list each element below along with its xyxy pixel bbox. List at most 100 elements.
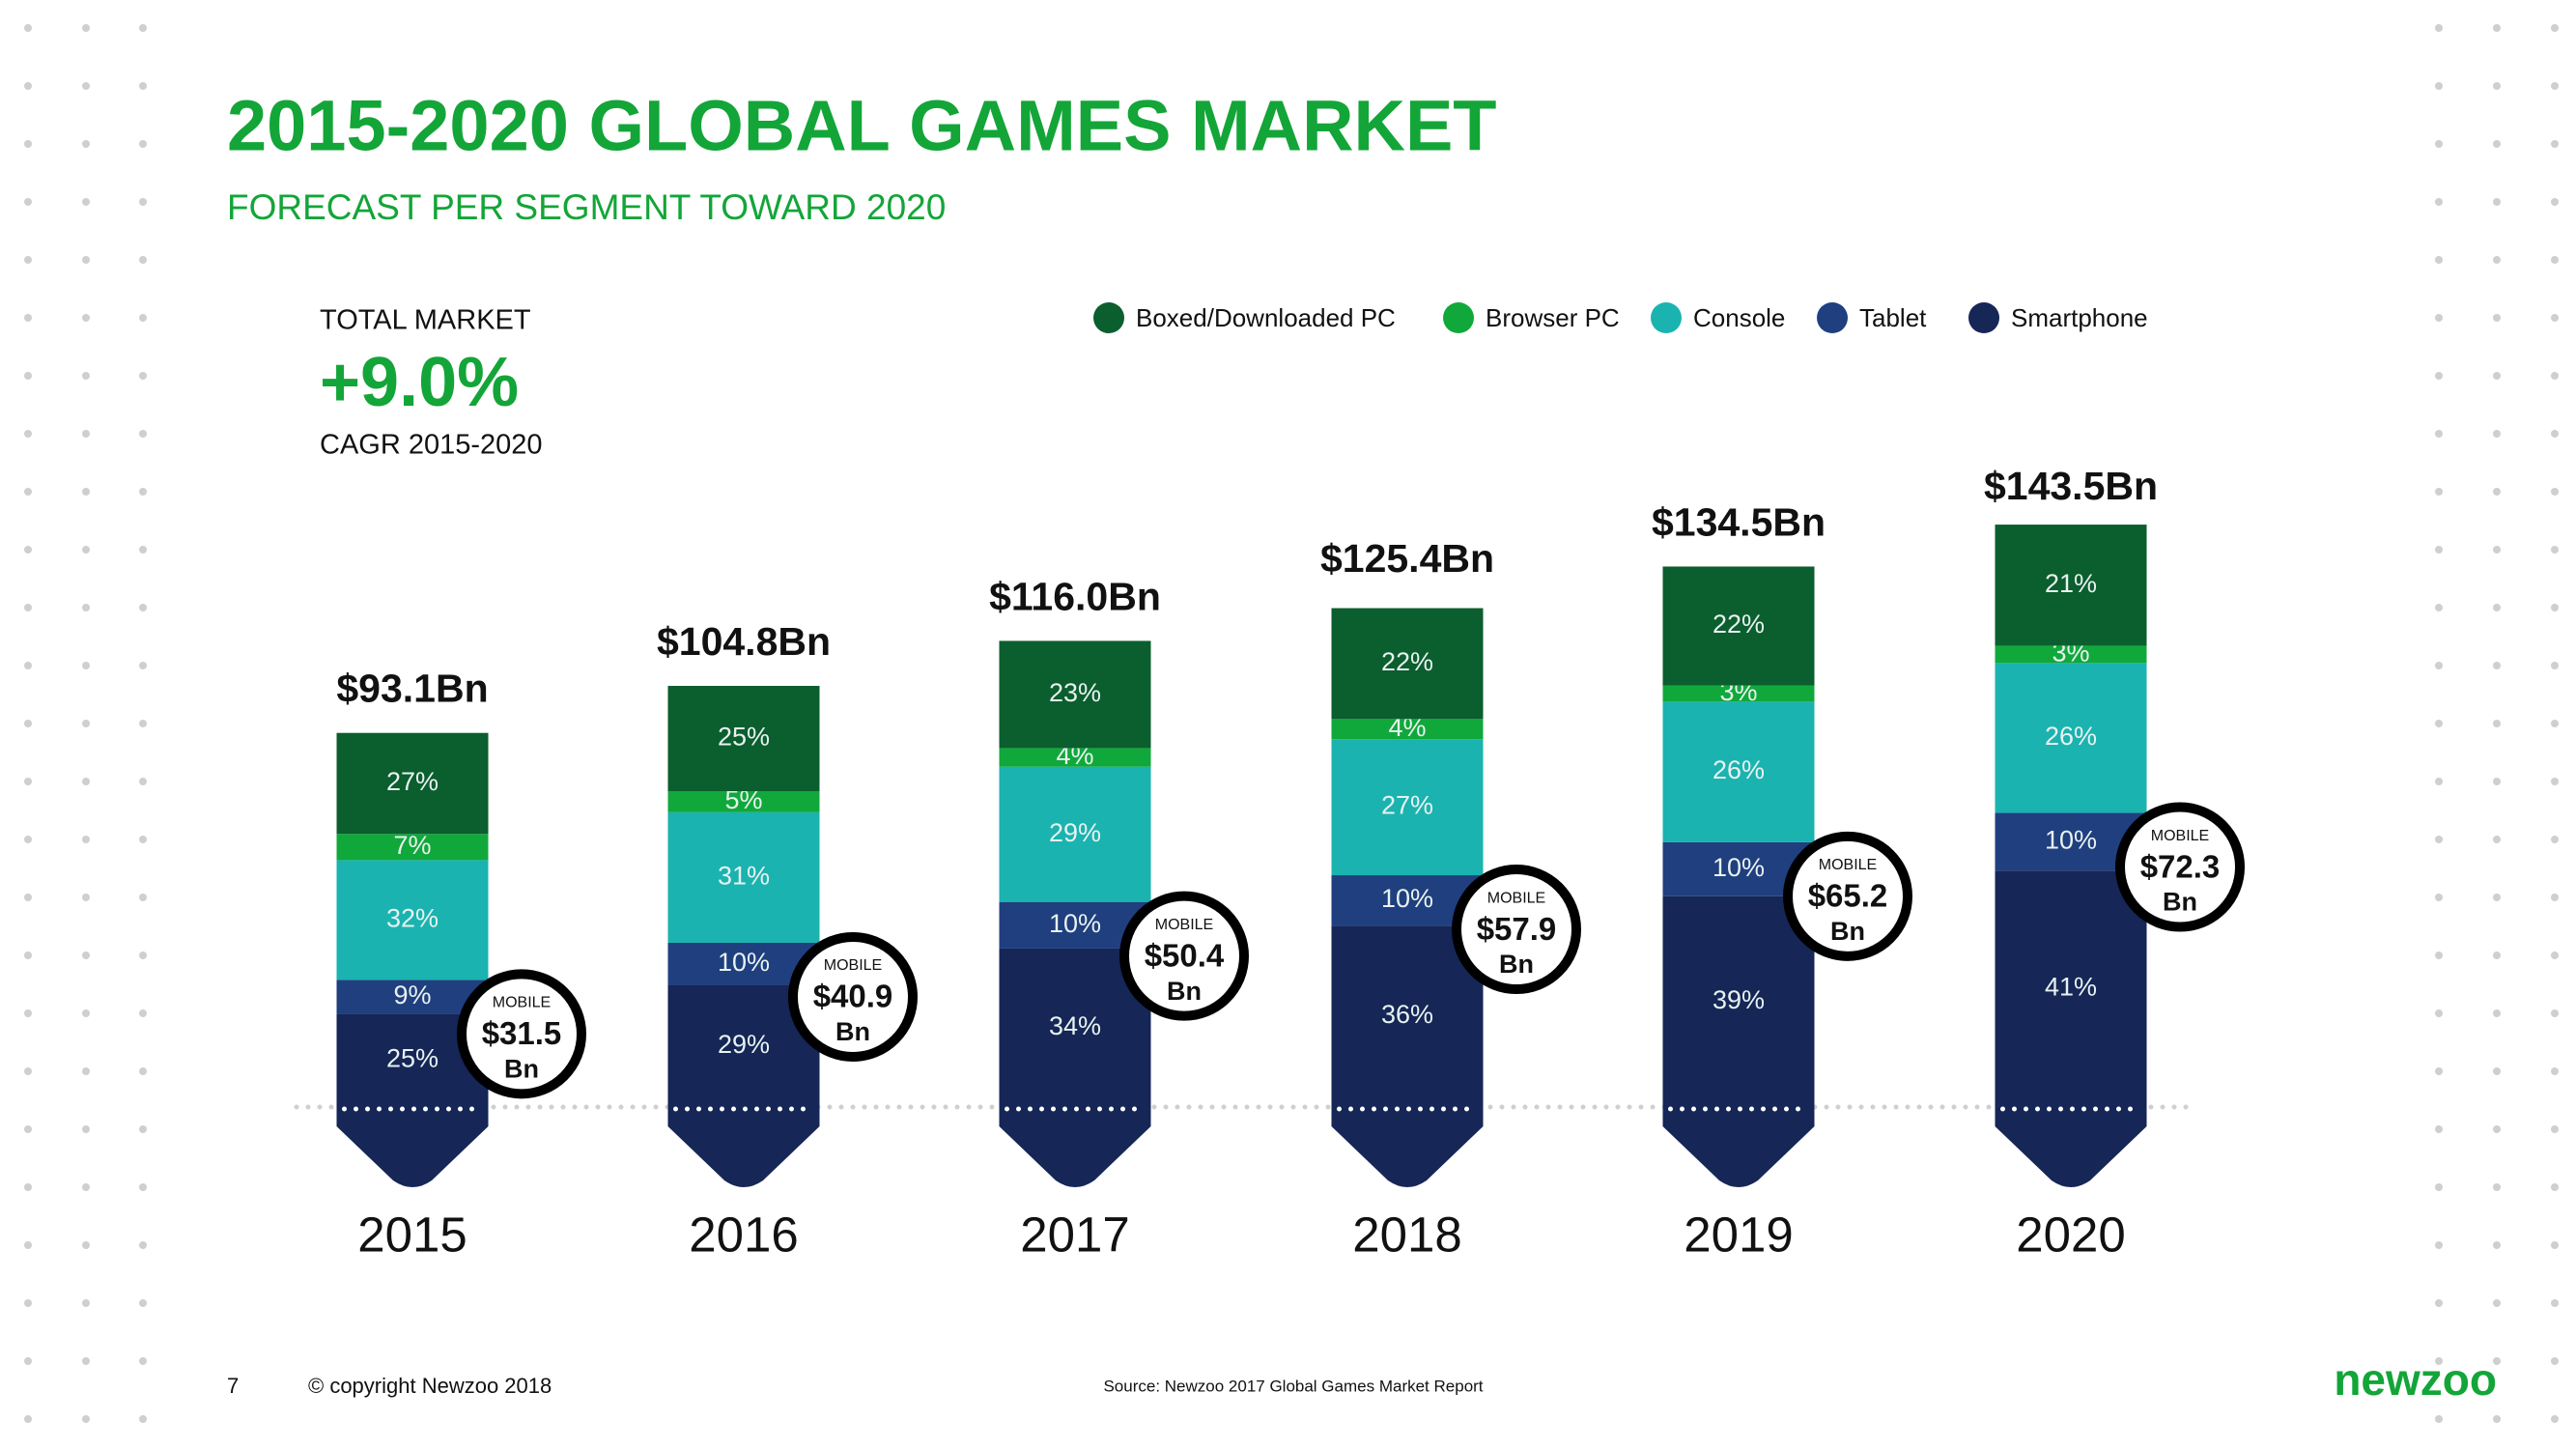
dot (2551, 140, 2559, 148)
dot (82, 1125, 90, 1133)
value-label: 41% (2045, 973, 2097, 1002)
dot (2493, 256, 2501, 264)
value-label: 23% (1049, 678, 1101, 707)
chevron (999, 1107, 1151, 1187)
dot (2435, 604, 2443, 611)
bar-segment (667, 811, 820, 943)
kpi-label: TOTAL MARKET (320, 305, 531, 336)
dot (2493, 662, 2501, 669)
dot (139, 372, 147, 380)
dot (2493, 894, 2501, 901)
dot (2551, 372, 2559, 380)
total-label: $93.1Bn (336, 667, 488, 711)
dot (2435, 1183, 2443, 1191)
dot (2493, 546, 2501, 554)
dot (24, 1183, 32, 1191)
dot (2435, 952, 2443, 959)
dot (24, 488, 32, 496)
value-label: 25% (718, 723, 770, 752)
dot (139, 430, 147, 438)
dot (24, 546, 32, 554)
dot (24, 1357, 32, 1365)
bar-segment (1331, 739, 1484, 876)
dot (139, 140, 147, 148)
dot (2435, 1357, 2443, 1365)
total-label: $134.5Bn (1652, 499, 1826, 544)
mobile-value: $57.9 (1477, 911, 1557, 947)
value-label: 36% (1381, 1000, 1433, 1029)
dot (2435, 894, 2443, 901)
total-label: $125.4Bn (1320, 536, 1494, 581)
mobile-value: $50.4 (1145, 937, 1225, 973)
dot (2493, 1183, 2501, 1191)
dot (2493, 1299, 2501, 1307)
dot (24, 140, 32, 148)
dot (2493, 1241, 2501, 1249)
dot (2435, 198, 2443, 206)
bar-segment (999, 748, 1151, 767)
dot (82, 836, 90, 843)
value-label: 10% (718, 948, 770, 977)
x-tick-label: 2016 (689, 1207, 798, 1262)
legend-label: Browser PC (1486, 303, 1620, 332)
dot (82, 1299, 90, 1307)
dot (2493, 1357, 2501, 1365)
legend-label: Smartphone (2011, 303, 2148, 332)
mobile-badge (788, 931, 918, 1062)
dot (2551, 1357, 2559, 1365)
dot (139, 894, 147, 901)
chevron (336, 1107, 489, 1187)
dot (139, 952, 147, 959)
value-label: 26% (1713, 755, 1765, 784)
dot (2551, 778, 2559, 785)
dot (2435, 720, 2443, 727)
dot (24, 1067, 32, 1075)
value-label: 22% (1381, 647, 1433, 676)
dot (2551, 24, 2559, 32)
dot (2493, 372, 2501, 380)
dot (2493, 952, 2501, 959)
dot (2435, 82, 2443, 90)
kpi-value: +9.0% (320, 344, 519, 421)
total-label: $116.0Bn (989, 574, 1161, 618)
dot (139, 1009, 147, 1017)
mobile-title: MOBILE (2151, 828, 2209, 844)
mobile-unit: Bn (1167, 977, 1202, 1006)
value-label: 25% (386, 1044, 439, 1073)
source: Source: Newzoo 2017 Global Games Market … (1103, 1377, 1483, 1395)
x-tick-label: 2015 (357, 1207, 467, 1262)
dot (24, 662, 32, 669)
mobile-title: MOBILE (1819, 857, 1877, 873)
dot (2493, 430, 2501, 438)
dot (2493, 836, 2501, 843)
dot (139, 198, 147, 206)
bar-segment (1995, 870, 2147, 1107)
value-label: 27% (386, 767, 439, 796)
dot (82, 778, 90, 785)
dot (2435, 1067, 2443, 1075)
dot (2435, 488, 2443, 496)
dot (139, 836, 147, 843)
bar-segment (1662, 701, 1815, 842)
dot (82, 82, 90, 90)
dot (82, 430, 90, 438)
bar-segment (1995, 663, 2147, 813)
value-label: 31% (718, 862, 770, 891)
dot (2551, 1415, 2559, 1423)
value-label: 10% (1381, 884, 1433, 913)
dot (139, 314, 147, 322)
chevron (1662, 1107, 1815, 1187)
dot (82, 1241, 90, 1249)
bar-segment (1331, 608, 1484, 720)
copyright: © copyright Newzoo 2018 (308, 1374, 552, 1398)
mobile-title: MOBILE (824, 957, 882, 974)
value-label: 27% (1381, 791, 1433, 820)
chevron (1331, 1107, 1484, 1187)
mobile-unit: Bn (1499, 950, 1534, 979)
dot (2493, 314, 2501, 322)
dot (24, 836, 32, 843)
dot (2435, 256, 2443, 264)
dot (82, 198, 90, 206)
mobile-badge (457, 969, 586, 1099)
